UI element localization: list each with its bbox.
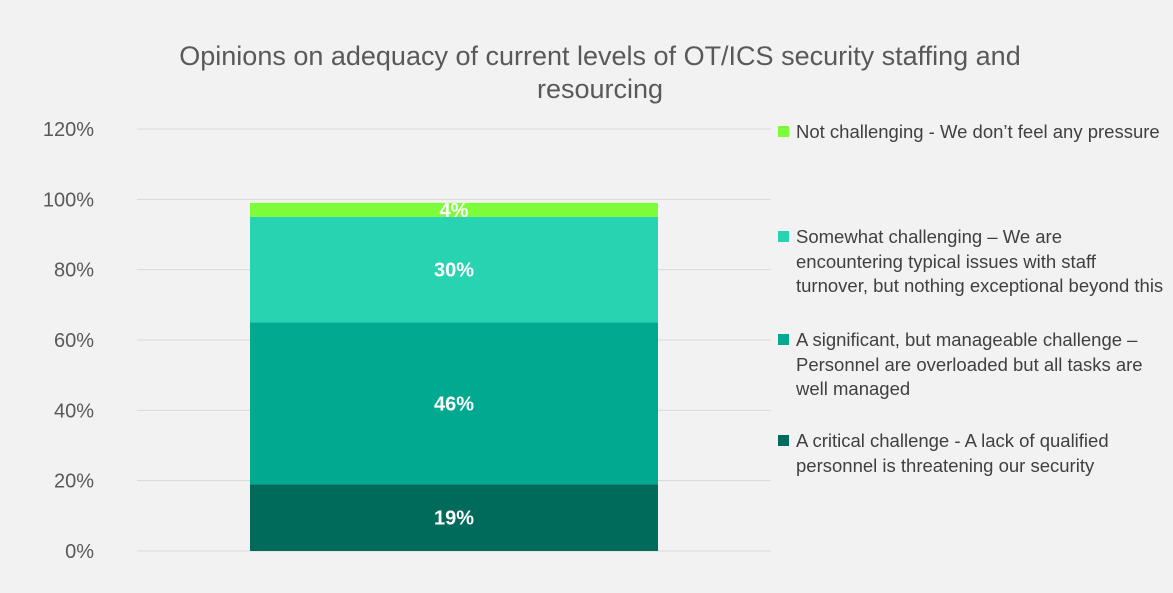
legend-swatch-somewhat-challenging bbox=[778, 231, 789, 242]
bar-segment-0 bbox=[250, 484, 658, 551]
y-tick-label: 100% bbox=[43, 189, 94, 211]
y-tick-label: 120% bbox=[43, 119, 94, 141]
legend-label-somewhat-challenging: Somewhat challenging – We are encounteri… bbox=[796, 226, 1164, 296]
legend-label-significant-challenge: A significant, but manageable challenge … bbox=[796, 329, 1143, 399]
data-labels: 19% 46% 30% 4% bbox=[434, 200, 474, 530]
bar-segment-2 bbox=[250, 216, 658, 323]
stacked-bar bbox=[250, 202, 658, 551]
data-label-2: 30% bbox=[434, 260, 474, 282]
bar-segment-1 bbox=[250, 322, 658, 485]
data-label-3: 4% bbox=[440, 200, 469, 222]
data-label-1: 46% bbox=[434, 393, 474, 415]
legend-label-critical-challenge: A critical challenge - A lack of qualifi… bbox=[796, 430, 1109, 476]
legend-label-not-challenging: Not challenging - We don’t feel any pres… bbox=[796, 121, 1160, 142]
data-label-0: 19% bbox=[434, 508, 474, 530]
y-axis-ticks: 0% 20% 40% 60% 80% 100% 120% bbox=[43, 119, 94, 563]
legend-swatch-critical-challenge bbox=[778, 435, 789, 446]
y-tick-label: 80% bbox=[54, 260, 94, 282]
chart-title: Opinions on adequacy of current levels o… bbox=[179, 41, 1021, 104]
y-tick-label: 20% bbox=[54, 471, 94, 493]
legend-swatch-significant-challenge bbox=[778, 334, 789, 345]
bar-segment-3 bbox=[250, 202, 658, 217]
y-tick-label: 0% bbox=[65, 541, 94, 563]
legend-swatch-not-challenging bbox=[778, 126, 789, 137]
y-tick-label: 40% bbox=[54, 400, 94, 422]
y-tick-label: 60% bbox=[54, 330, 94, 352]
